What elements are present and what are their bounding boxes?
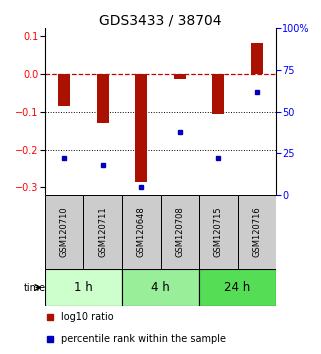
Bar: [238, 195, 276, 269]
Bar: [122, 195, 160, 269]
Text: 4 h: 4 h: [151, 281, 170, 294]
Text: GSM120708: GSM120708: [175, 207, 184, 257]
Bar: [212, 74, 224, 114]
Text: 1 h: 1 h: [74, 281, 93, 294]
Bar: [160, 195, 199, 269]
Bar: [135, 74, 147, 182]
Text: GSM120711: GSM120711: [98, 207, 107, 257]
Text: percentile rank within the sample: percentile rank within the sample: [61, 334, 226, 344]
Text: log10 ratio: log10 ratio: [61, 312, 114, 322]
Bar: [97, 74, 109, 123]
Bar: [83, 195, 122, 269]
Text: 24 h: 24 h: [224, 281, 251, 294]
Bar: [199, 269, 276, 306]
Bar: [174, 74, 186, 79]
Bar: [45, 195, 83, 269]
Bar: [122, 269, 199, 306]
Bar: [45, 269, 122, 306]
Bar: [199, 195, 238, 269]
Text: time: time: [23, 282, 46, 292]
Bar: [58, 74, 70, 106]
Text: GSM120715: GSM120715: [214, 207, 223, 257]
Bar: [251, 44, 263, 74]
Text: GSM120716: GSM120716: [252, 207, 261, 257]
Text: GSM120710: GSM120710: [60, 207, 69, 257]
Title: GDS3433 / 38704: GDS3433 / 38704: [99, 13, 222, 27]
Text: GSM120648: GSM120648: [137, 207, 146, 257]
